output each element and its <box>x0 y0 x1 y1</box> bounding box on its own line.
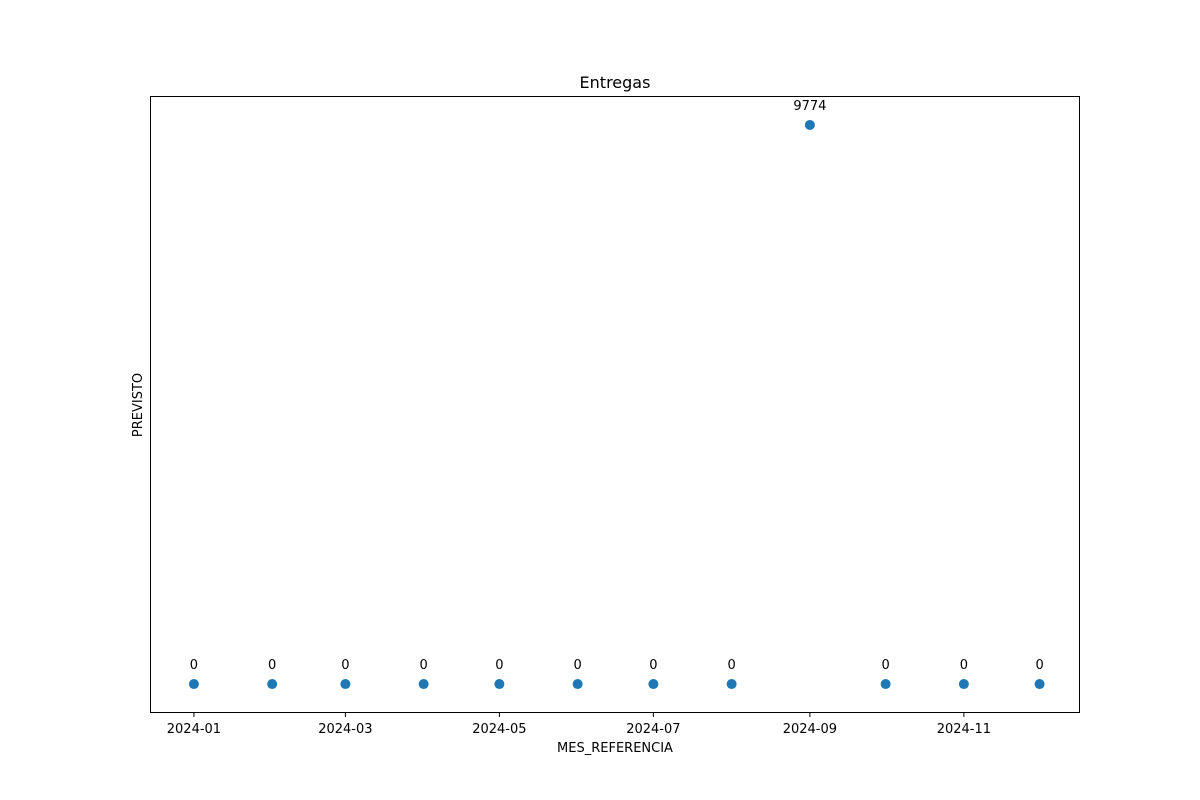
x-tick-label: 2024-09 <box>783 722 837 737</box>
chart-title: Entregas <box>580 73 651 92</box>
data-label: 0 <box>960 658 968 673</box>
data-point <box>880 679 891 690</box>
data-point <box>726 679 737 690</box>
data-point <box>267 679 278 690</box>
data-point <box>494 679 505 690</box>
data-point <box>648 679 659 690</box>
plot-area-frame <box>150 96 1080 713</box>
data-label: 0 <box>341 658 349 673</box>
data-point <box>418 679 429 690</box>
x-tick-label: 2024-01 <box>167 722 221 737</box>
x-axis-ticks: 2024-01 2024-03 2024-05 2024-07 2024-09 2024-… <box>167 712 991 737</box>
data-point <box>958 679 969 690</box>
data-label: 0 <box>881 658 889 673</box>
x-tick-label: 2024-07 <box>626 722 680 737</box>
data-point <box>804 119 815 130</box>
data-label: 9774 <box>793 99 826 114</box>
x-tick-label: 2024-05 <box>472 722 526 737</box>
data-point <box>188 679 199 690</box>
data-point <box>1034 679 1045 690</box>
y-axis-label: PREVISTO <box>131 373 146 437</box>
data-points <box>188 119 1045 690</box>
data-labels: 0 0 0 0 0 0 0 0 9774 0 0 0 <box>190 99 1044 673</box>
data-point <box>572 679 583 690</box>
data-label: 0 <box>573 658 581 673</box>
x-tick-label: 2024-03 <box>318 722 372 737</box>
data-label: 0 <box>190 658 198 673</box>
data-label: 0 <box>727 658 735 673</box>
data-label: 0 <box>649 658 657 673</box>
data-label: 0 <box>420 658 428 673</box>
x-axis-label: MES_REFERENCIA <box>557 741 673 756</box>
x-tick-label: 2024-11 <box>937 722 991 737</box>
data-point <box>340 679 351 690</box>
data-label: 0 <box>1035 658 1043 673</box>
data-label: 0 <box>495 658 503 673</box>
data-label: 0 <box>268 658 276 673</box>
